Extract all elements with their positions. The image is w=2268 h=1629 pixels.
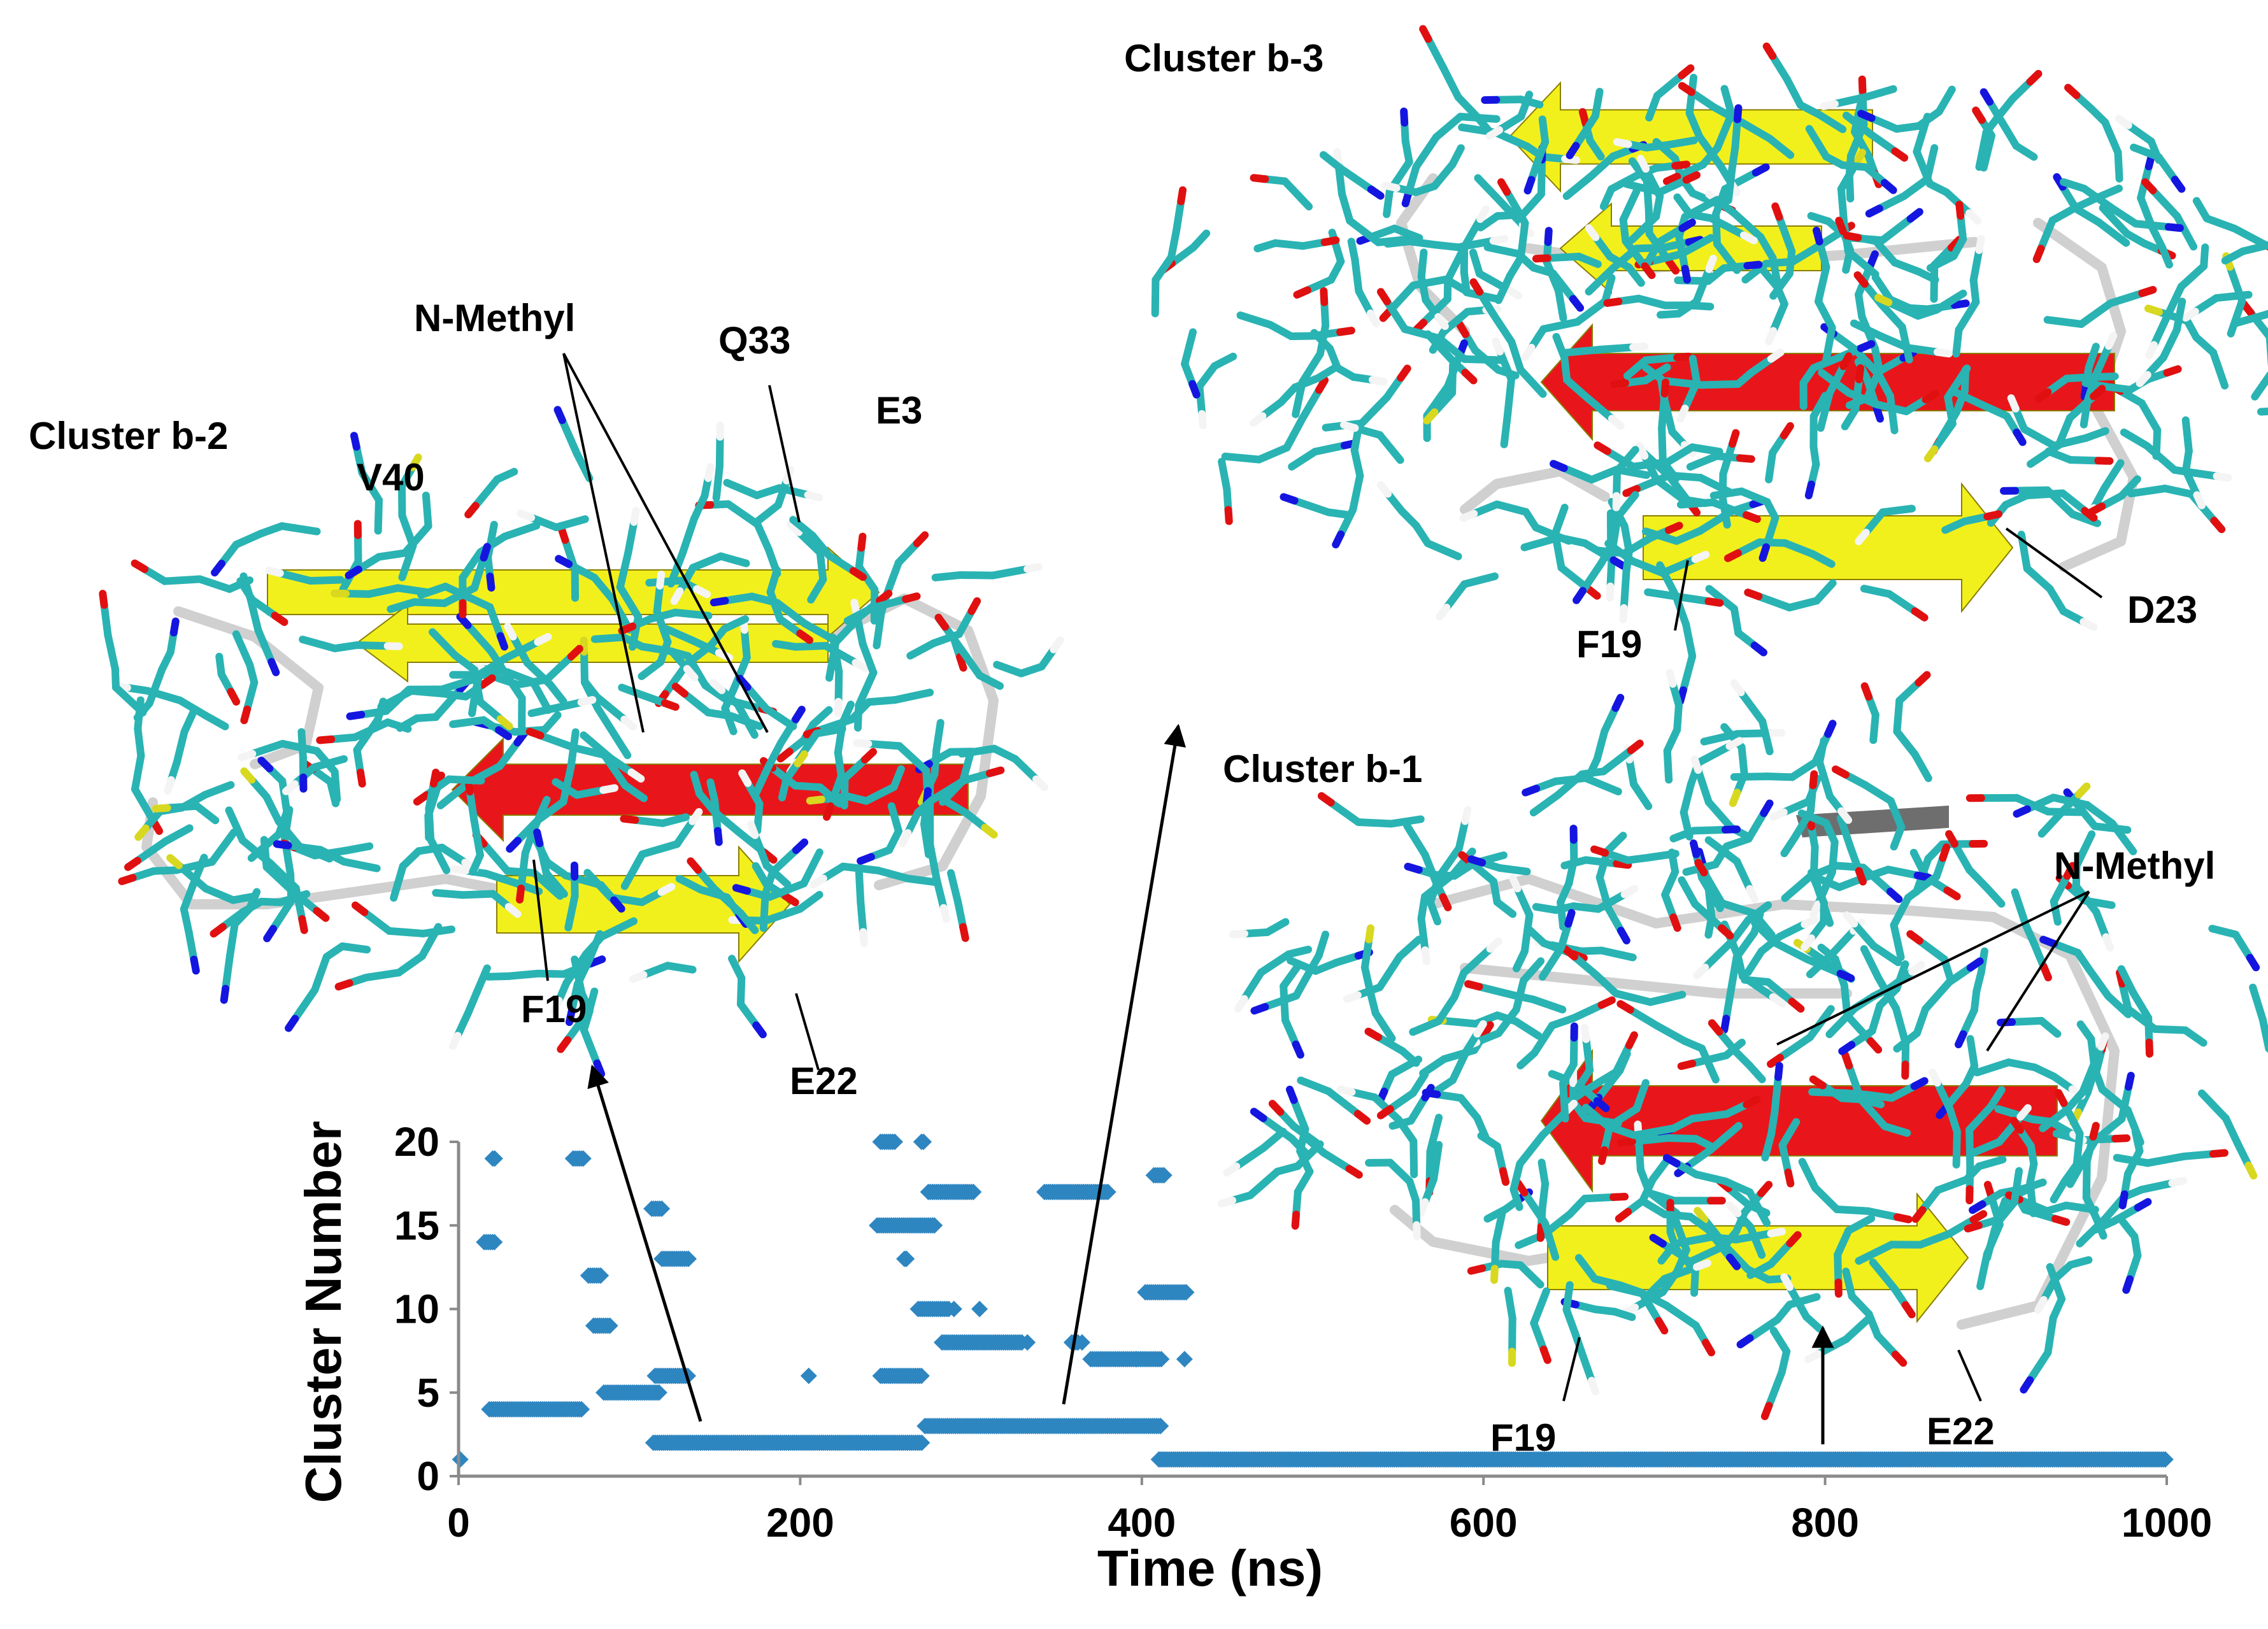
x-tick-label: 0	[447, 1500, 470, 1546]
x-tick-label: 800	[1791, 1500, 1859, 1546]
data-point	[486, 1150, 503, 1167]
data-point	[452, 1451, 469, 1468]
x-tick-label: 400	[1108, 1500, 1176, 1546]
cluster-b1-structure-image	[1217, 669, 2268, 1421]
x-tick-label: 600	[1450, 1500, 1518, 1546]
annotation-leader-lines	[532, 353, 2103, 1402]
data-point	[1155, 1167, 1173, 1184]
data-point	[886, 1134, 903, 1150]
data-point	[897, 1250, 915, 1267]
scatter-markers	[452, 1134, 2174, 1468]
data-point	[971, 1300, 988, 1318]
cluster-b3-structure-image	[1151, 25, 2268, 706]
data-point	[1176, 1351, 1193, 1368]
x-axis-ticks: 0 200 400 600 800 1000	[447, 1476, 2212, 1546]
data-point	[1073, 1334, 1090, 1351]
arrow-to-cluster-b3	[1062, 723, 1187, 1405]
y-tick-label: 20	[394, 1119, 439, 1165]
data-point	[926, 1217, 943, 1234]
label-e22-b2: E22	[790, 1060, 858, 1102]
label-cluster-b1: Cluster b-1	[1223, 748, 1422, 790]
data-point	[800, 1367, 817, 1384]
y-tick-label: 0	[417, 1453, 439, 1499]
pointer-arrows	[587, 723, 1834, 1444]
y-axis-ticks: 0 5 10 15 20	[394, 1119, 459, 1499]
x-tick-label: 1000	[2122, 1500, 2212, 1546]
data-point	[913, 1367, 930, 1384]
label-d23-b3: D23	[2127, 588, 2197, 631]
data-point	[965, 1183, 982, 1200]
label-v40: V40	[357, 456, 425, 499]
data-point	[680, 1250, 697, 1267]
data-point	[574, 1150, 592, 1167]
label-cluster-b2: Cluster b-2	[29, 415, 228, 457]
label-n-methyl-right: N-Methyl	[2054, 844, 2215, 887]
data-point	[1153, 1351, 1170, 1368]
label-f19-b3: F19	[1576, 623, 1642, 665]
data-point	[1019, 1334, 1036, 1351]
data-point	[2157, 1451, 2174, 1468]
data-point	[486, 1234, 503, 1251]
data-point	[601, 1317, 618, 1334]
x-tick-label: 200	[766, 1500, 834, 1546]
y-tick-label: 10	[394, 1286, 439, 1332]
y-tick-label: 5	[417, 1370, 439, 1416]
label-cluster-b3: Cluster b-3	[1124, 37, 1323, 80]
arrow-to-cluster-b2	[587, 1064, 703, 1422]
label-n-methyl-top: N-Methyl	[414, 297, 575, 339]
label-f19-b1: F19	[1490, 1416, 1556, 1459]
cluster-b2-structure-image	[99, 406, 1064, 1078]
label-q33: Q33	[718, 319, 790, 362]
data-point	[573, 1401, 590, 1418]
cluster-timeline-chart: 0 5 10 15 20 0 200 400 600 800 1000 Time (ns) Clu…	[295, 1119, 2212, 1597]
data-point	[592, 1267, 610, 1284]
label-e3: E3	[876, 389, 922, 432]
y-tick-label: 15	[394, 1202, 439, 1248]
data-point	[915, 1134, 932, 1150]
data-point	[1152, 1418, 1169, 1435]
data-point	[1178, 1284, 1195, 1301]
data-point	[650, 1384, 667, 1401]
label-e22-b1: E22	[1927, 1410, 1995, 1453]
y-axis-title: Cluster Number	[295, 1121, 352, 1503]
data-point	[913, 1434, 931, 1451]
data-point	[1099, 1183, 1116, 1200]
annotation-labels: Cluster b-2 Cluster b-3 Cluster b-1 N-Me…	[29, 37, 2215, 1459]
data-point	[653, 1200, 671, 1217]
x-axis-title: Time (ns)	[1097, 1540, 1323, 1597]
label-f19-b2: F19	[521, 988, 587, 1030]
data-point	[945, 1300, 962, 1318]
